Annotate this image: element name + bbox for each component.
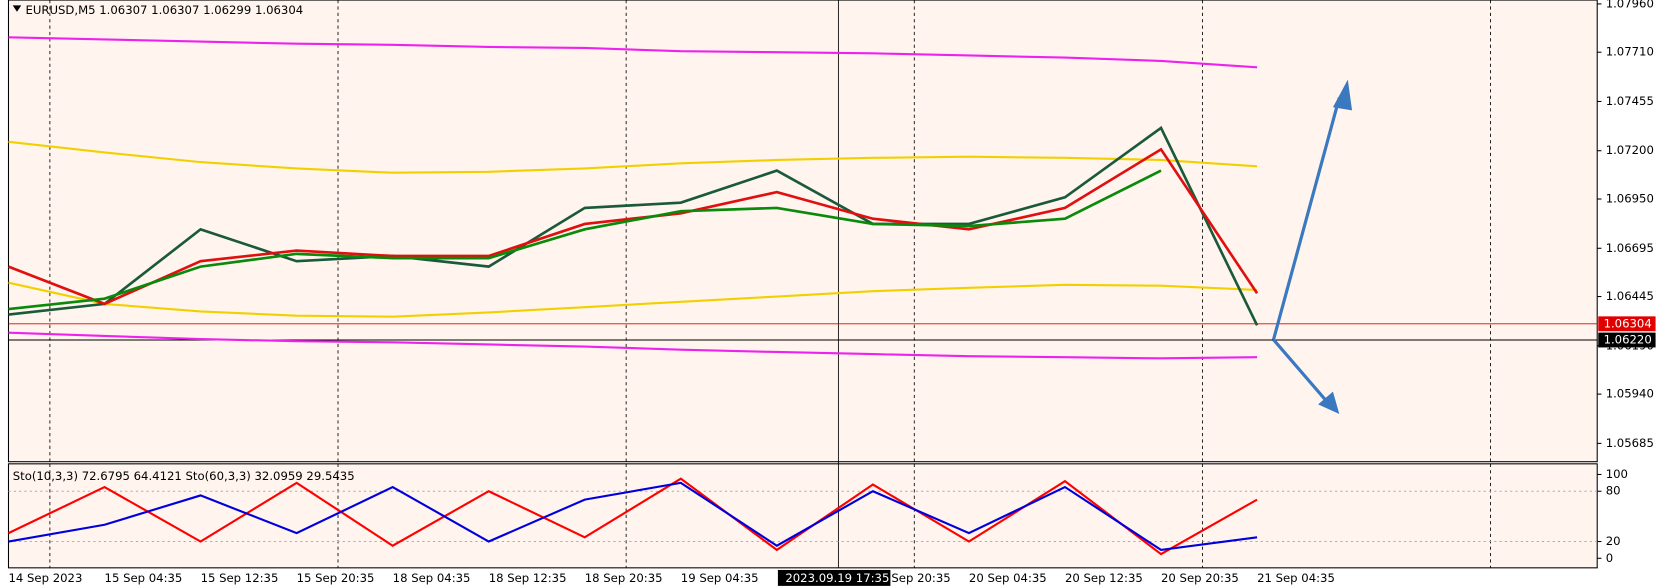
series-line xyxy=(8,36,1258,69)
y-tick-label: 1.06950 xyxy=(1606,192,1654,206)
y-tick-label: 1.05685 xyxy=(1606,436,1654,450)
crosshair-time: 2023.09.19 17:35 xyxy=(785,571,889,585)
series-line xyxy=(8,147,1259,306)
price-tag xyxy=(1598,316,1656,332)
x-tick-label: 20 Sep 04:35 xyxy=(969,571,1047,585)
crosshair-time-box xyxy=(777,569,891,586)
x-tick-label: 21 Sep 04:35 xyxy=(1257,571,1335,585)
x-tick-label: 20 Sep 12:35 xyxy=(1065,571,1143,585)
price-tag xyxy=(1598,332,1656,348)
series-line xyxy=(8,331,1258,360)
y-tick-label: 1.06445 xyxy=(1606,289,1654,303)
arrow-head xyxy=(1332,79,1353,111)
y-tick-label: 0 xyxy=(1606,551,1613,565)
y-tick-label: 1.07710 xyxy=(1606,45,1654,59)
main-panel xyxy=(7,0,1598,463)
series-line xyxy=(8,125,1259,326)
x-tick-label: 14 Sep 2023 xyxy=(8,571,82,585)
arrow-head xyxy=(1318,391,1340,414)
x-tick-label: 18 Sep 12:35 xyxy=(489,571,567,585)
stoch-panel xyxy=(7,463,1598,569)
y-tick-label: 1.07200 xyxy=(1606,143,1654,157)
arrows xyxy=(1271,79,1353,414)
x-tick-label: 18 Sep 04:35 xyxy=(393,571,471,585)
y-tick-label: 80 xyxy=(1606,484,1621,498)
y-tick-label: 1.06695 xyxy=(1606,241,1654,255)
x-tick-label: 20 Sep 20:35 xyxy=(1161,571,1239,585)
y-tick-label: 100 xyxy=(1606,467,1628,481)
x-tick-label: 15 Sep 04:35 xyxy=(105,571,183,585)
y-tick-label: 20 xyxy=(1606,534,1621,548)
x-tick-label: 18 Sep 20:35 xyxy=(585,571,663,585)
price-tag-label: 1.06304 xyxy=(1604,316,1652,330)
series-line xyxy=(8,477,1258,556)
y-tick-label: 1.07455 xyxy=(1606,94,1654,108)
arrow-up xyxy=(1271,97,1341,341)
series-line xyxy=(8,169,1162,311)
series-line xyxy=(8,281,1258,318)
series-line xyxy=(8,140,1258,174)
price-tag-label: 1.06220 xyxy=(1604,333,1652,347)
y-tick-label: 1.05940 xyxy=(1606,387,1654,401)
symbol-header: EURUSD,M5 1.06307 1.06307 1.06299 1.0630… xyxy=(25,3,303,17)
stoch-header: Sto(10,3,3) 72.6795 64.4121 Sto(60,3,3) … xyxy=(13,469,355,483)
y-tick-label: 1.07960 xyxy=(1606,0,1654,10)
x-tick-label: 15 Sep 12:35 xyxy=(201,571,279,585)
x-tick-label: 15 Sep 20:35 xyxy=(297,571,375,585)
layer: 1.07960 1.07710 1.07455 1.07200 1.06950 1.066… xyxy=(8,0,1656,586)
series-line xyxy=(8,481,1258,552)
x-tick-label: 19 Sep 04:35 xyxy=(681,571,759,585)
menu-triangle[interactable] xyxy=(12,5,22,12)
x-tick-label: 19 Sep 20:35 xyxy=(873,571,951,585)
arrow-down xyxy=(1272,338,1328,403)
